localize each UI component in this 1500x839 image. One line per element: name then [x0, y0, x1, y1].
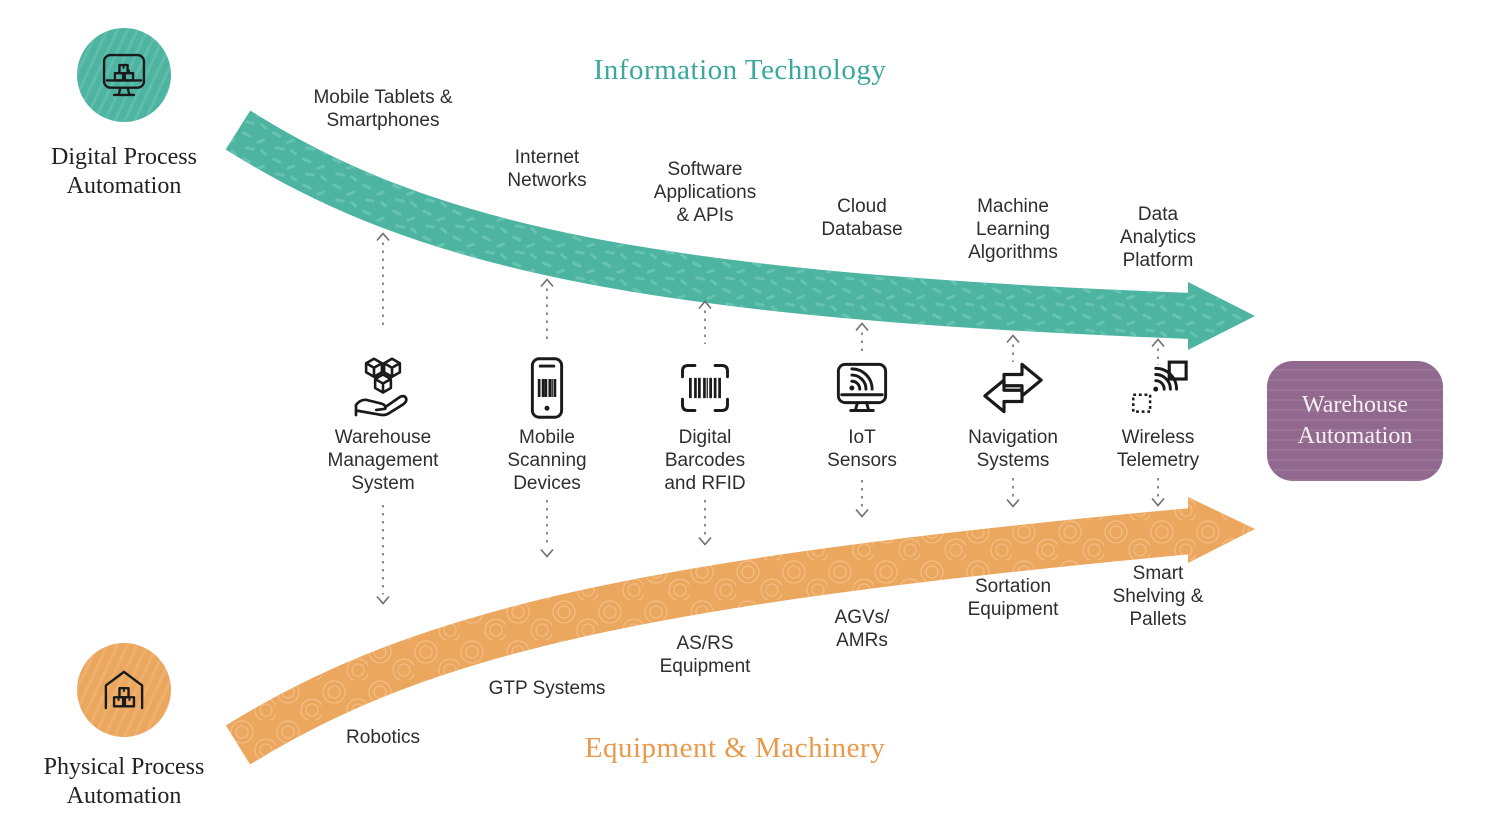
system-label-1: Warehouse Management System: [327, 427, 439, 494]
system-label-2: Mobile Scanning Devices: [507, 427, 587, 494]
it-label-6: Data Analytics Platform: [1119, 204, 1197, 271]
monitor-boxes-icon: [95, 46, 153, 104]
down-connector-arrow: [854, 480, 870, 523]
down-connector-arrow: [375, 505, 391, 610]
down-connector-arrow: [539, 500, 555, 563]
up-connector-arrow: [375, 232, 391, 333]
down-connector-arrow: [697, 500, 713, 551]
machinery-label-3: AS/RS Equipment: [659, 633, 751, 677]
it-label-2: Internet Networks: [507, 147, 587, 191]
up-connector-arrow: [854, 322, 870, 357]
it-arrow: [225, 110, 1255, 350]
up-connector-arrow: [1150, 338, 1166, 370]
it-label-4: Cloud Database: [821, 196, 903, 240]
up-connector-arrow: [697, 300, 713, 349]
cubes-hand-icon: [347, 352, 419, 424]
it-label-5: Machine Learning Algorithms: [968, 196, 1058, 263]
digital-process-label: Digital Process Automation: [51, 144, 197, 199]
it-label-3: Software Applications & APIs: [653, 159, 757, 226]
monitor-wifi-icon: [826, 352, 898, 424]
physical-process-badge: [77, 643, 171, 737]
system-label-3: Digital Barcodes and RFID: [664, 427, 746, 494]
wifi-telemetry-icon: [1122, 352, 1194, 424]
machinery-arrow: [225, 497, 1255, 765]
system-label-4: IoT Sensors: [827, 427, 897, 471]
it-label-1: Mobile Tablets & Smartphones: [313, 87, 453, 131]
up-connector-arrow: [1005, 334, 1021, 367]
warehouse-automation-box: Warehouse Automation: [1267, 361, 1443, 481]
machinery-label-5: Sortation Equipment: [967, 576, 1059, 620]
machinery-label-6: Smart Shelving & Pallets: [1112, 563, 1204, 630]
machinery-label-4: AGVs/ AMRs: [834, 607, 890, 651]
machinery-label-1: Robotics: [346, 727, 420, 748]
up-connector-arrow: [539, 278, 555, 349]
machinery-label-2: GTP Systems: [488, 678, 606, 699]
exchange-arrows-icon: [977, 352, 1049, 424]
information-technology-title: Information Technology: [593, 54, 887, 86]
equipment-machinery-title: Equipment & Machinery: [584, 732, 886, 764]
warehouse-boxes-icon: [95, 661, 153, 719]
physical-process-label: Physical Process Automation: [43, 754, 205, 809]
system-label-6: Wireless Telemetry: [1116, 427, 1200, 471]
barcode-scan-icon: [669, 352, 741, 424]
down-connector-arrow: [1005, 478, 1021, 513]
digital-process-badge: [77, 28, 171, 122]
system-label-5: Navigation Systems: [968, 427, 1058, 471]
down-connector-arrow: [1150, 478, 1166, 512]
phone-barcode-icon: [511, 352, 583, 424]
